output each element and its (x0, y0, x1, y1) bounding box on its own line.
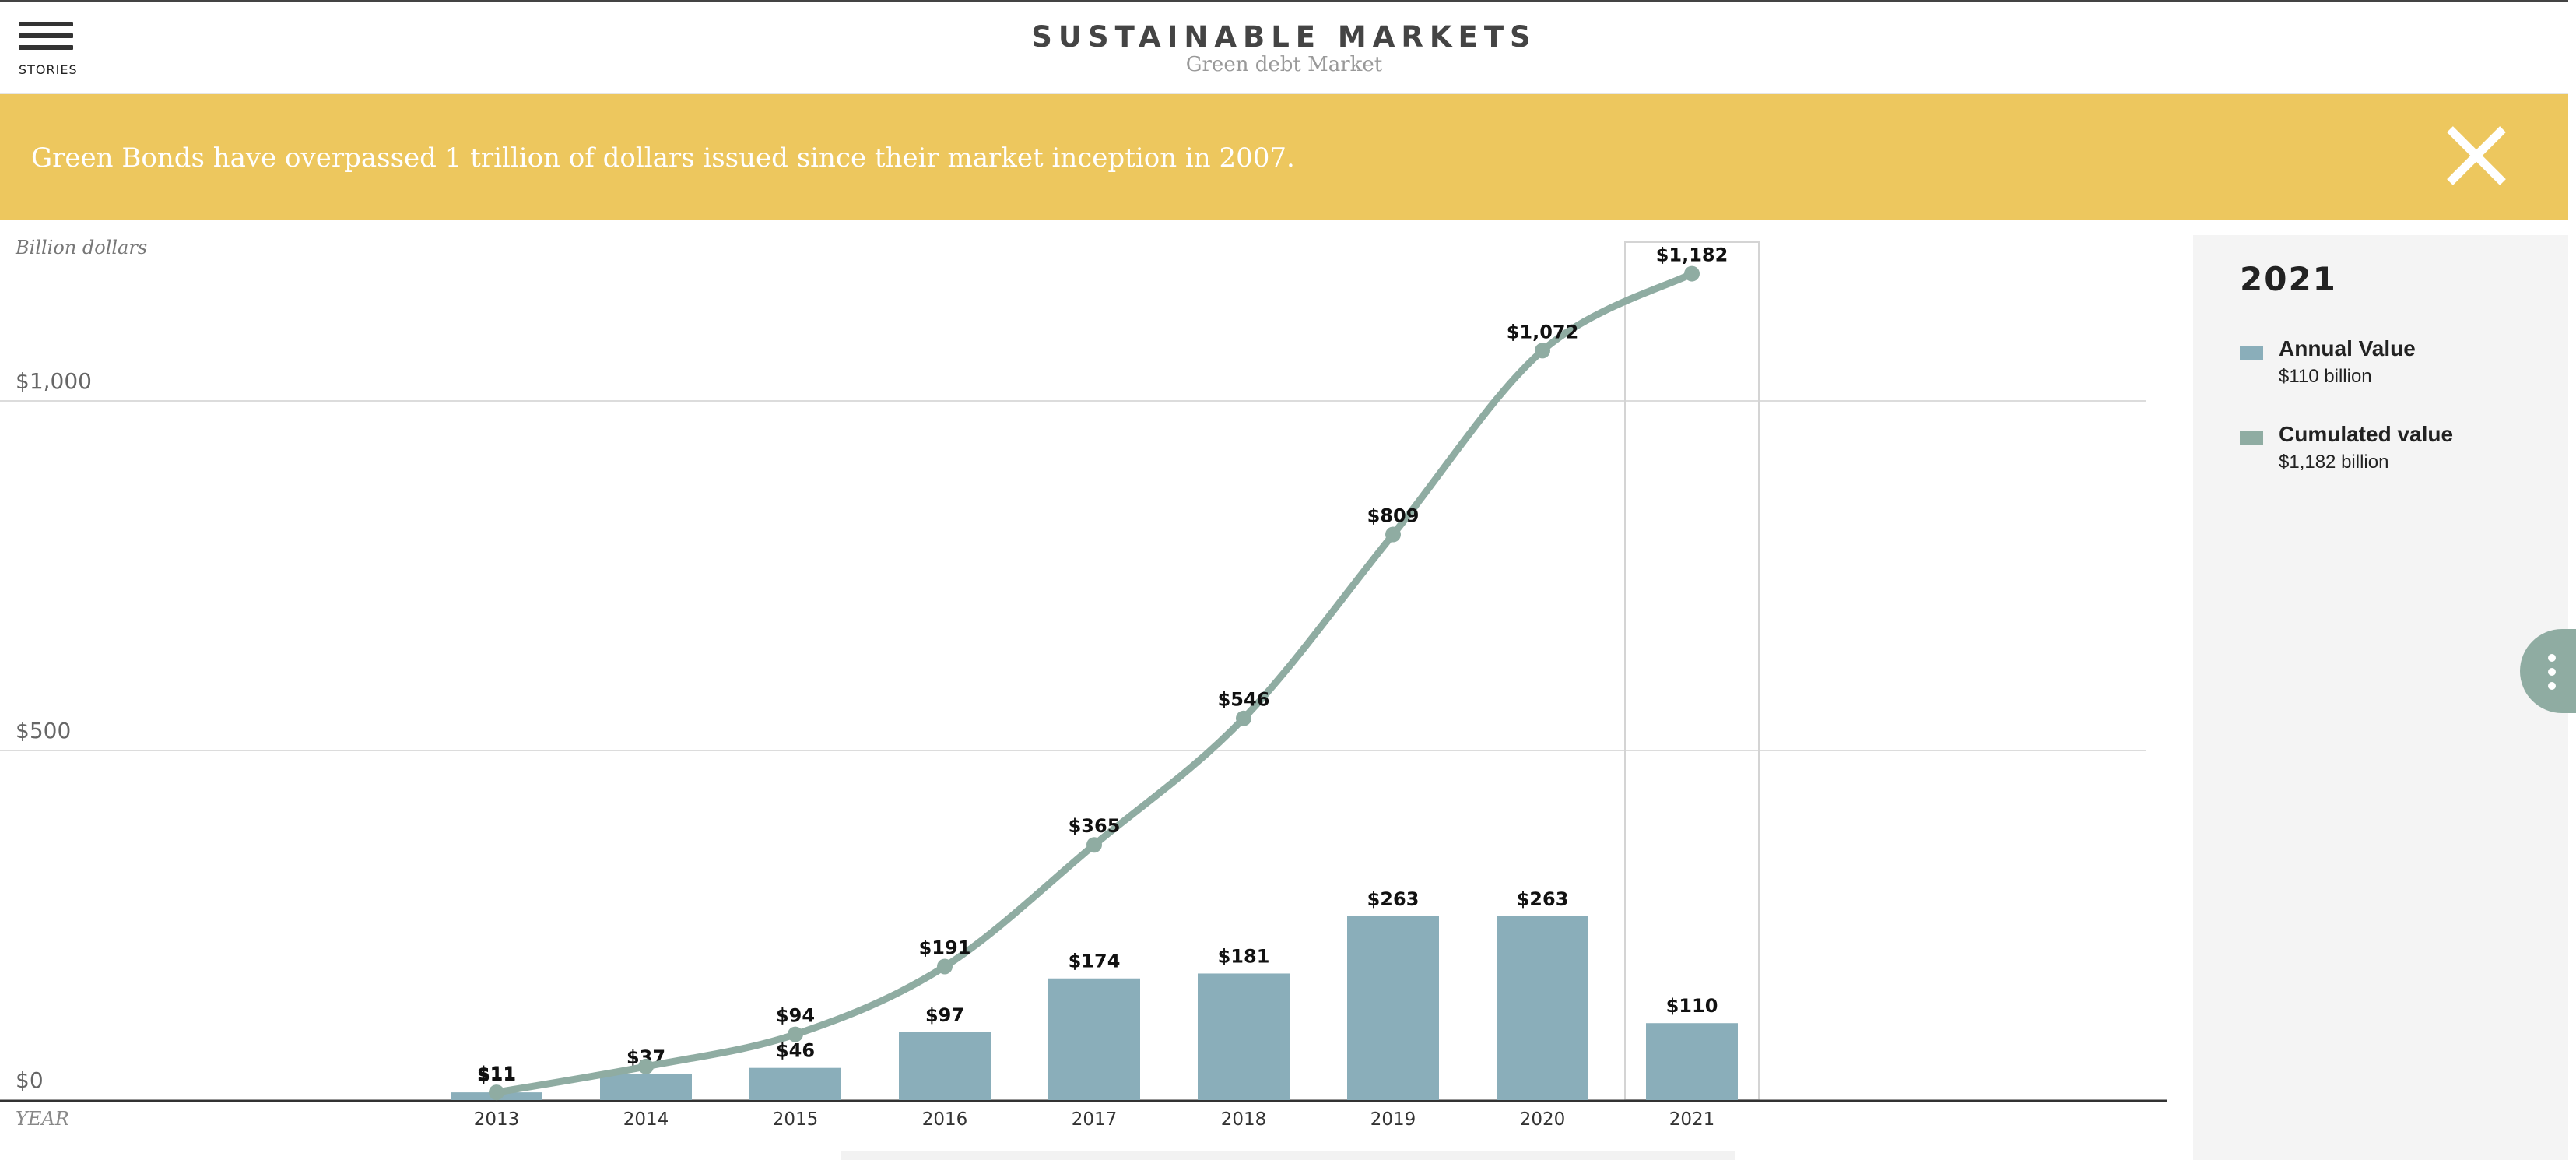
bar-value-label: $97 (925, 1004, 964, 1026)
year-details-panel: 2021 Annual Value $110 billion Cumulated… (2193, 235, 2568, 1160)
bar-value-label: $46 (776, 1040, 815, 1062)
x-tick-label: 2016 (922, 1109, 968, 1130)
header: STORIES SUSTAINABLE MARKETS Green debt M… (0, 0, 2568, 94)
bar-2015 (749, 1067, 841, 1100)
x-tick-label: 2013 (474, 1109, 520, 1130)
line-value-label: $191 (919, 937, 971, 958)
line-value-label: $809 (1367, 505, 1420, 527)
y-tick-label: $500 (16, 718, 71, 743)
line-point-2013 (489, 1084, 504, 1101)
line-point-2016 (937, 958, 953, 975)
line-point-2019 (1385, 526, 1401, 543)
line-value-label: $11 (477, 1063, 516, 1084)
y-tick-label: $0 (16, 1067, 44, 1093)
bar-value-label: $110 (1666, 995, 1718, 1017)
unit-label: Billion dollars (15, 237, 147, 258)
legend-annual-name: Annual Value (2279, 336, 2416, 360)
x-tick-label: 2020 (1520, 1109, 1566, 1130)
annual-value-swatch (2240, 346, 2263, 360)
bar-2017 (1048, 978, 1140, 1100)
bar-value-label: $263 (1367, 888, 1420, 910)
bar-2016 (899, 1032, 991, 1100)
line-value-label: $94 (776, 1005, 815, 1027)
line-point-2014 (638, 1058, 654, 1074)
x-axis-label: YEAR (16, 1108, 69, 1130)
line-value-label: $365 (1069, 815, 1121, 837)
banner-text: Green Bonds have overpassed 1 trillion o… (31, 142, 1295, 174)
info-banner: Green Bonds have overpassed 1 trillion o… (0, 94, 2568, 220)
close-banner-button[interactable] (2444, 123, 2509, 188)
cumulated-value-line (493, 270, 1696, 1096)
line-point-2020 (1535, 343, 1550, 359)
page-subtitle: Green debt Market (1185, 53, 1383, 76)
line-point-2015 (788, 1026, 803, 1042)
close-icon (2447, 126, 2506, 185)
bar-value-label: $11 (477, 1064, 516, 1086)
hamburger-icon (19, 22, 73, 56)
bar-2019 (1347, 916, 1439, 1100)
bar-2020 (1497, 916, 1588, 1100)
bar-2018 (1198, 973, 1290, 1100)
stories-menu-button[interactable]: STORIES (14, 22, 79, 78)
line-point-2018 (1236, 710, 1251, 726)
legend-cumulated-name: Cumulated value (2279, 422, 2454, 446)
y-tick-label: $1,000 (16, 368, 92, 394)
selected-year: 2021 (2240, 260, 2337, 298)
x-tick-label: 2019 (1370, 1109, 1416, 1130)
line-value-label: $1,072 (1507, 321, 1579, 343)
bar-value-label: $181 (1218, 945, 1270, 967)
legend-cumulated-amount: $1,182 billion (2279, 452, 2389, 473)
x-tick-label: 2014 (623, 1109, 669, 1130)
cumulated-value-swatch (2240, 431, 2263, 445)
stories-label: STORIES (19, 62, 78, 77)
legend-annual-amount: $110 billion (2279, 366, 2372, 387)
line-value-label: $1,182 (1656, 244, 1728, 266)
x-tick-label: 2015 (773, 1109, 819, 1130)
bar-2021 (1646, 1023, 1738, 1100)
page-title: SUSTAINABLE MARKETS (1031, 20, 1537, 54)
line-point-2021 (1684, 265, 1700, 282)
bottom-shadow (841, 1151, 1735, 1160)
bar-value-label: $174 (1069, 951, 1121, 972)
bar-2014 (600, 1074, 692, 1100)
line-point-2017 (1086, 837, 1102, 853)
x-tick-label: 2018 (1221, 1109, 1267, 1130)
selected-year-highlight (1624, 241, 1760, 1101)
x-tick-label: 2017 (1072, 1109, 1118, 1130)
line-value-label: $546 (1218, 689, 1270, 711)
bar-value-label: $263 (1517, 888, 1569, 910)
x-tick-label: 2021 (1669, 1109, 1715, 1130)
